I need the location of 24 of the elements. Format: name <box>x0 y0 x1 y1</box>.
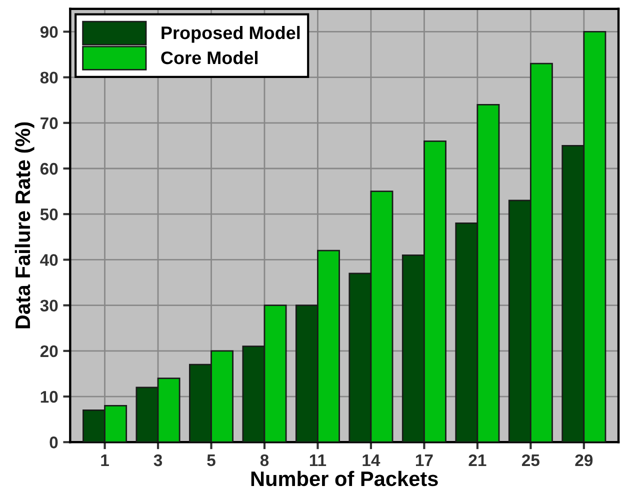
y-tick-label: 30 <box>40 300 58 312</box>
x-tick-label: 3 <box>154 454 162 466</box>
y-axis-title: Data Failure Rate (%) <box>14 122 34 328</box>
x-tick-label: 21 <box>468 454 486 466</box>
y-tick-label: 0 <box>50 436 58 448</box>
x-tick-label: 11 <box>310 454 326 466</box>
x-tick-label: 25 <box>522 454 540 466</box>
y-tick-label: 80 <box>40 72 58 84</box>
y-tick-label: 60 <box>40 162 58 175</box>
y-tick-label: 20 <box>40 345 58 358</box>
legend-label: Core Model <box>161 50 258 64</box>
y-tick-label: 70 <box>40 117 58 130</box>
x-tick-label: 1 <box>101 454 109 466</box>
x-tick-label: 29 <box>575 454 593 466</box>
y-tick-label: 40 <box>40 254 58 266</box>
x-axis-title: Number of Packets <box>251 470 438 486</box>
x-tick-label: 5 <box>207 454 216 466</box>
y-tick-label: 10 <box>40 390 58 403</box>
legend-label: Proposed Model <box>162 26 300 43</box>
x-tick-label: 17 <box>416 454 433 466</box>
x-tick-label: 14 <box>362 454 380 466</box>
x-tick-label: 8 <box>260 454 269 466</box>
y-tick-label: 90 <box>40 26 58 38</box>
y-tick-label: 50 <box>40 208 58 220</box>
